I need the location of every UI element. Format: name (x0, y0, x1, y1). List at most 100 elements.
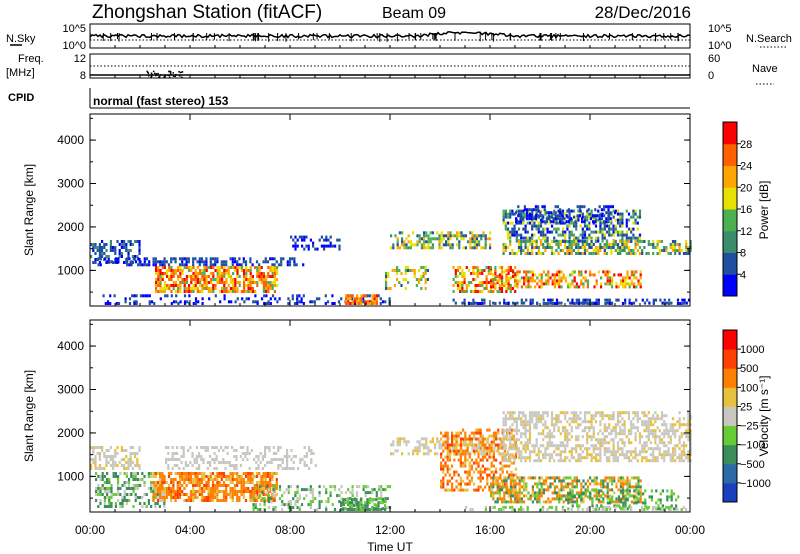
range-gate-cell (471, 237, 474, 241)
range-gate-cell (457, 431, 460, 435)
range-gate-cell (492, 497, 495, 501)
range-gate-cell (360, 302, 363, 305)
range-gate-cell (228, 464, 231, 467)
range-gate-cell (490, 434, 493, 438)
range-gate-cell (236, 478, 239, 481)
range-gate-cell (204, 446, 207, 449)
range-gate-cell (177, 266, 180, 269)
range-gate-cell (514, 284, 517, 287)
range-gate-cell (221, 278, 224, 281)
range-gate-cell (357, 504, 360, 508)
range-gate-cell (185, 287, 188, 290)
range-gate-cell (612, 447, 615, 451)
range-gate-cell (643, 423, 646, 427)
range-gate-cell (603, 214, 606, 218)
range-gate-cell (359, 508, 362, 511)
range-gate-cell (647, 243, 650, 246)
range-gate-cell (423, 237, 426, 241)
range-gate-cell (507, 476, 510, 480)
range-gate-cell (165, 446, 168, 449)
range-gate-cell (448, 479, 451, 483)
range-gate-cell (480, 449, 483, 453)
range-gate-cell (572, 243, 576, 246)
range-gate-cell (621, 417, 624, 421)
range-gate-cell (674, 453, 677, 457)
range-gate-cell (104, 302, 107, 305)
range-gate-cell (440, 485, 443, 489)
range-gate-cell (671, 453, 675, 457)
range-gate-cell (101, 467, 104, 470)
range-gate-cell (549, 298, 552, 302)
range-gate-cell (647, 438, 650, 442)
range-gate-cell (678, 426, 681, 430)
range-gate-cell (558, 276, 561, 280)
range-gate-cell (255, 499, 259, 502)
range-gate-cell (595, 282, 598, 286)
range-gate-cell (254, 300, 257, 304)
range-gate-cell (479, 458, 482, 462)
range-gate-cell (526, 249, 529, 252)
range-gate-cell (524, 423, 527, 427)
range-gate-cell (347, 488, 350, 492)
range-gate-cell (647, 426, 650, 430)
range-gate-cell (303, 247, 306, 251)
range-gate-cell (514, 290, 517, 293)
range-gate-cell (548, 246, 551, 249)
range-gate-cell (107, 461, 110, 464)
range-gate-cell (244, 263, 248, 267)
range-gate-cell (579, 246, 582, 249)
range-gate-cell (134, 478, 137, 481)
range-gate-cell (205, 475, 208, 478)
range-gate-cell (594, 444, 598, 448)
range-gate-cell (557, 240, 560, 243)
range-gate-cell (580, 273, 583, 277)
range-gate-cell (429, 240, 432, 244)
range-gate-cell (195, 461, 198, 464)
range-gate-cell (555, 417, 558, 421)
range-gate-cell (203, 478, 206, 481)
range-gate-cell (97, 490, 100, 493)
range-gate-cell (163, 487, 166, 490)
range-gate-cell (371, 488, 374, 492)
range-gate-cell (260, 281, 263, 284)
range-gate-cell (564, 240, 567, 243)
range-gate-cell (127, 252, 130, 255)
range-gate-cell (494, 266, 497, 269)
freq-dip-point (157, 76, 160, 79)
range-gate-cell (446, 458, 449, 462)
range-gate-cell (161, 275, 164, 278)
range-gate-cell (528, 441, 532, 445)
range-gate-cell (495, 437, 498, 441)
range-gate-cell (181, 478, 184, 481)
range-gate-cell (281, 508, 284, 511)
range-gate-cell (272, 485, 275, 489)
range-gate-cell (609, 217, 612, 221)
range-gate-cell (595, 302, 598, 305)
range-gate-cell (211, 499, 215, 502)
range-gate-cell (592, 435, 595, 439)
range-gate-cell (216, 472, 219, 475)
range-gate-cell (357, 508, 360, 511)
range-gate-cell (179, 266, 182, 269)
range-gate-cell (501, 479, 504, 483)
range-gate-cell (174, 490, 177, 493)
range-gate-cell (198, 464, 201, 467)
range-gate-cell (498, 476, 501, 480)
range-gate-cell (429, 246, 432, 250)
range-gate-cell (203, 475, 206, 478)
range-gate-cell (103, 452, 106, 455)
range-gate-cell (566, 420, 569, 424)
range-gate-cell (192, 275, 195, 278)
range-gate-cell (586, 438, 589, 442)
range-gate-cell (516, 301, 519, 305)
range-gate-cell (638, 209, 642, 213)
range-gate-cell (157, 269, 160, 272)
range-gate-cell (129, 464, 132, 467)
range-gate-cell (553, 302, 556, 305)
range-gate-cell (95, 493, 98, 496)
range-gate-cell (505, 276, 508, 280)
range-gate-cell (555, 239, 558, 243)
range-gate-cell (632, 215, 635, 219)
range-gate-cell (590, 212, 593, 216)
range-gate-cell (262, 493, 265, 496)
